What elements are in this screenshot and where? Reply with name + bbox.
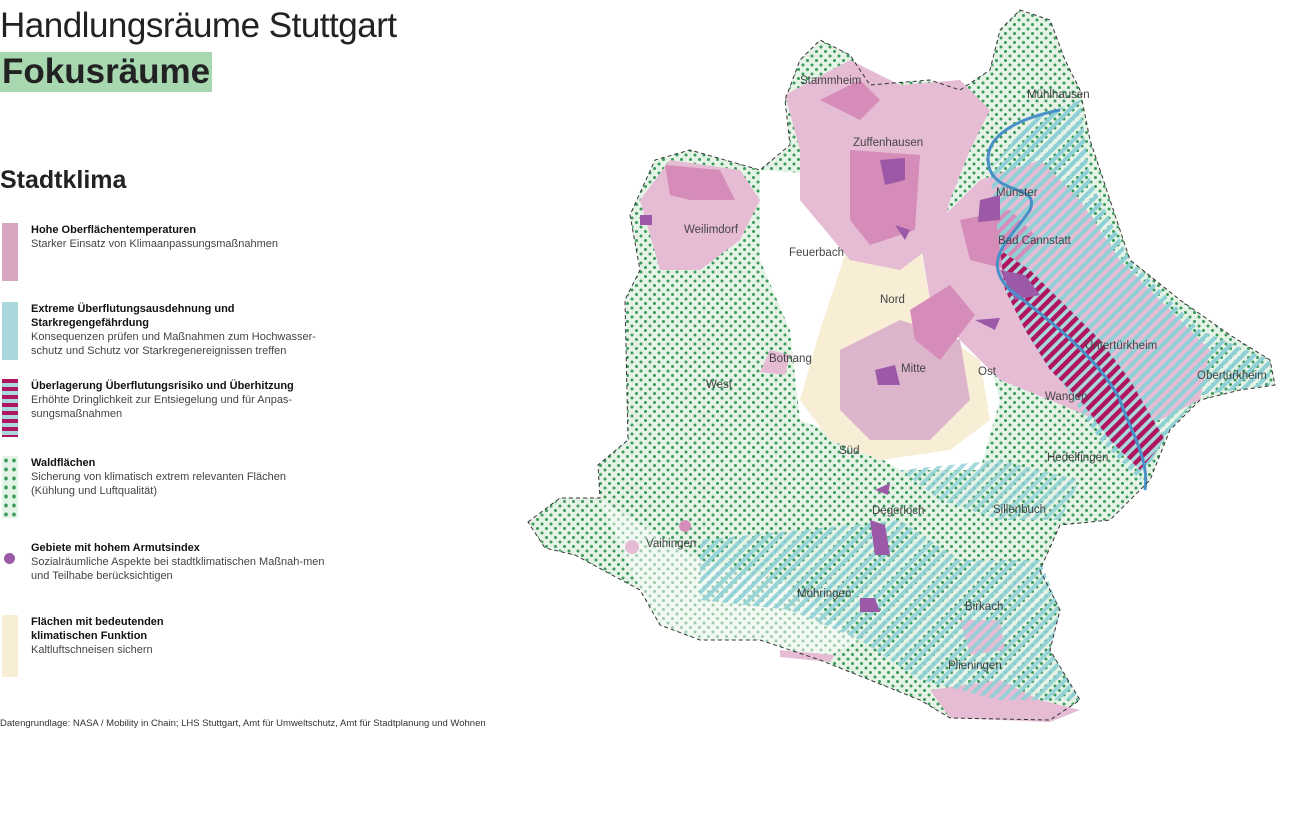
district-label: Möhringen bbox=[797, 588, 851, 600]
flood-area bbox=[700, 520, 1080, 700]
flood-swatch bbox=[2, 302, 18, 360]
district-label: Münster bbox=[996, 187, 1038, 199]
district-label: Degerloch bbox=[872, 505, 924, 517]
legend-desc: Erhöhte Dringlichkeit zur Entsiegelung u… bbox=[31, 394, 293, 420]
data-source-note: Datengrundlage: NASA / Mobility in Chain… bbox=[0, 718, 486, 729]
legend-title: Waldflächen bbox=[31, 457, 96, 469]
flood-area bbox=[900, 460, 1080, 520]
poverty-area bbox=[640, 215, 652, 225]
legend-title: Hohe Oberflächentemperaturen bbox=[31, 224, 197, 236]
legend-title: Extreme Überflutungsausdehnung und Stark… bbox=[31, 303, 235, 329]
section-heading: Stadtklima bbox=[0, 166, 127, 194]
district-label: Weilimdorf bbox=[684, 224, 739, 236]
poverty-area bbox=[1000, 270, 1040, 300]
heat-area bbox=[679, 520, 692, 532]
district-label: Süd bbox=[839, 445, 859, 457]
poverty-area bbox=[875, 483, 890, 495]
district-label: Bad Cannstatt bbox=[998, 235, 1072, 247]
poverty-area bbox=[975, 318, 1000, 330]
heat-swatch bbox=[2, 223, 18, 281]
district-label: Botnang bbox=[769, 353, 812, 365]
poverty-area bbox=[860, 598, 880, 612]
legend-title: Flächen mit bedeutenden klimatischen Fun… bbox=[31, 616, 164, 642]
legend-desc: Starker Einsatz von Klimaanpassungsmaßna… bbox=[31, 238, 279, 250]
heat-area bbox=[625, 540, 640, 554]
district-label: Stammheim bbox=[800, 75, 861, 87]
flood-area bbox=[990, 100, 1270, 480]
legend-desc: Kaltluftschneisen sichern bbox=[31, 644, 153, 656]
heat-area-strong bbox=[665, 165, 735, 200]
district-label: Plieningen bbox=[948, 660, 1002, 672]
neckar-river bbox=[986, 108, 1148, 491]
heat-area bbox=[760, 350, 790, 375]
legend-title: Gebiete mit hohem Armutsindex bbox=[31, 542, 200, 554]
district-label: Mühlhausen bbox=[1027, 89, 1090, 101]
poverty-area bbox=[895, 225, 910, 240]
district-label: Nord bbox=[880, 294, 905, 306]
district-label: Vaihingen bbox=[646, 538, 696, 550]
poverty-area bbox=[870, 520, 890, 555]
district-label: West bbox=[706, 379, 733, 391]
district-label: Zuffenhausen bbox=[853, 137, 923, 149]
page-title: Handlungsräume Stuttgart bbox=[0, 6, 397, 45]
legend-desc: Sozialräumliche Aspekte bei stadtklimati… bbox=[31, 556, 325, 582]
legend-desc: Konsequenzen prüfen und Maßnahmen zum Ho… bbox=[31, 331, 316, 357]
forest-swatch bbox=[2, 456, 18, 518]
climate-function-swatch bbox=[2, 615, 18, 677]
poverty-area bbox=[978, 195, 1000, 222]
district-label: Ost bbox=[978, 366, 997, 378]
district-label: Feuerbach bbox=[789, 247, 844, 259]
district-label: Birkach bbox=[965, 601, 1003, 613]
legend-title: Überlagerung Überflutungsrisiko und Über… bbox=[31, 380, 294, 392]
overlap-swatch bbox=[2, 379, 18, 437]
district-label: Mitte bbox=[901, 363, 926, 375]
heat-area-strong bbox=[820, 80, 880, 120]
legend-desc: Sicherung von klimatisch extrem relevant… bbox=[31, 471, 286, 497]
district-label: Hedelfingen bbox=[1047, 452, 1108, 464]
heat-area-strong bbox=[910, 285, 975, 360]
district-label: Obertürkheim bbox=[1197, 370, 1267, 382]
district-label: Wangen bbox=[1045, 391, 1087, 403]
district-label: Sillenbuch bbox=[993, 504, 1046, 516]
poverty-dot-icon bbox=[4, 553, 15, 564]
poverty-area bbox=[875, 365, 900, 385]
district-label: Untertürkheim bbox=[1085, 340, 1157, 352]
page-subtitle: Fokusräume bbox=[0, 52, 213, 92]
poverty-area bbox=[880, 158, 905, 185]
overlap-area bbox=[1000, 250, 1165, 470]
